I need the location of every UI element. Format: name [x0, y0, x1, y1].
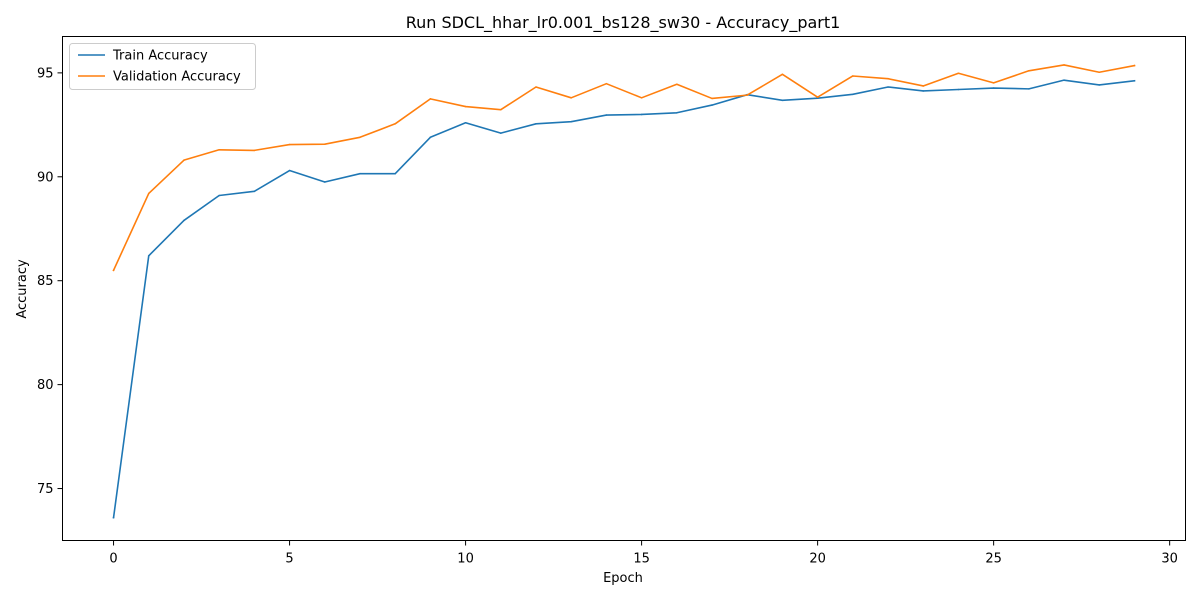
validation-accuracy-point	[746, 94, 749, 96]
validation-accuracy-point	[359, 136, 361, 139]
train-accuracy-point	[852, 93, 854, 96]
train-accuracy-point	[605, 114, 608, 116]
validation-accuracy-point	[816, 96, 819, 98]
validation-accuracy-point	[218, 148, 220, 151]
plot-frame	[62, 36, 1186, 541]
y-tick-label: 90	[37, 170, 54, 185]
x-axis-label: Epoch	[603, 571, 643, 586]
validation-accuracy-point	[887, 77, 889, 80]
train-accuracy-point	[394, 172, 396, 175]
y-axis-label: Accuracy	[15, 259, 30, 319]
validation-accuracy-point	[323, 143, 326, 145]
y-tick-label: 80	[37, 378, 54, 393]
train-accuracy-point	[922, 90, 925, 92]
train-accuracy-point	[464, 121, 467, 124]
train-accuracy-point	[570, 120, 572, 123]
train-accuracy-point	[957, 88, 960, 91]
train-accuracy-point	[992, 87, 995, 89]
x-tick-label: 30	[1161, 552, 1178, 567]
validation-accuracy-point	[676, 83, 678, 86]
legend-box	[69, 43, 256, 90]
train-accuracy-point	[711, 104, 713, 106]
x-tick-label: 25	[985, 552, 1002, 567]
validation-accuracy-point	[852, 75, 854, 77]
y-tick-label: 95	[37, 66, 54, 81]
validation-accuracy-point	[1063, 64, 1065, 66]
train-accuracy-point	[288, 169, 291, 172]
train-accuracy-point	[499, 132, 502, 134]
legend: Train Accuracy Validation Accuracy	[69, 43, 256, 90]
train-accuracy-point	[1028, 88, 1030, 90]
train-accuracy-point	[535, 122, 537, 125]
validation-accuracy-point	[781, 73, 784, 76]
validation-accuracy-legend-label: Validation Accuracy	[113, 70, 241, 85]
validation-accuracy-point	[605, 82, 608, 85]
validation-accuracy-point	[112, 269, 115, 272]
x-axis: 0 5 10 15 20 25 30	[109, 540, 1178, 567]
train-accuracy-point	[253, 190, 256, 193]
validation-accuracy-point	[183, 159, 185, 161]
plot-area	[112, 64, 1136, 519]
validation-accuracy-point	[464, 105, 467, 108]
train-accuracy-point	[676, 111, 678, 114]
validation-accuracy-point	[288, 143, 291, 146]
validation-accuracy-point	[922, 85, 925, 87]
chart-title: Run SDCL_hhar_lr0.001_bs128_sw30 - Accur…	[406, 13, 841, 33]
validation-accuracy-point	[640, 97, 643, 99]
y-axis: 75 80 85 90 95	[37, 66, 63, 497]
validation-accuracy-point	[957, 72, 960, 75]
train-accuracy-point	[359, 172, 361, 175]
validation-accuracy-point	[429, 98, 432, 100]
validation-accuracy-point	[711, 97, 713, 100]
validation-accuracy-point	[570, 97, 572, 99]
train-accuracy-point	[1063, 79, 1065, 81]
validation-accuracy-point	[535, 86, 537, 88]
train-accuracy-point	[112, 516, 115, 519]
validation-accuracy-point	[253, 149, 256, 152]
train-accuracy-point	[640, 113, 643, 116]
validation-accuracy-point	[1098, 71, 1101, 74]
validation-accuracy-point	[1028, 69, 1030, 72]
train-accuracy-point	[147, 254, 150, 257]
validation-accuracy-line	[112, 64, 1136, 272]
train-accuracy-point	[1098, 84, 1101, 86]
train-accuracy-point	[429, 136, 432, 139]
x-tick-label: 5	[285, 552, 293, 567]
train-accuracy-point	[218, 194, 220, 197]
y-tick-label: 85	[37, 274, 54, 289]
x-tick-label: 10	[457, 552, 474, 567]
x-tick-label: 15	[633, 552, 650, 567]
train-accuracy-legend-label: Train Accuracy	[112, 49, 208, 64]
train-accuracy-point	[183, 219, 185, 222]
validation-accuracy-point	[1133, 64, 1136, 67]
validation-accuracy-point	[394, 122, 396, 125]
train-accuracy-point	[887, 86, 889, 88]
x-tick-label: 0	[109, 552, 117, 567]
train-accuracy-point	[1133, 79, 1136, 82]
validation-accuracy-point	[147, 192, 150, 195]
validation-accuracy-point	[499, 108, 502, 111]
validation-accuracy-point	[992, 82, 995, 84]
train-accuracy-point	[781, 99, 784, 102]
train-accuracy-point	[323, 181, 326, 183]
y-tick-label: 75	[37, 482, 54, 497]
train-accuracy-line	[112, 79, 1136, 519]
x-tick-label: 20	[809, 552, 826, 567]
